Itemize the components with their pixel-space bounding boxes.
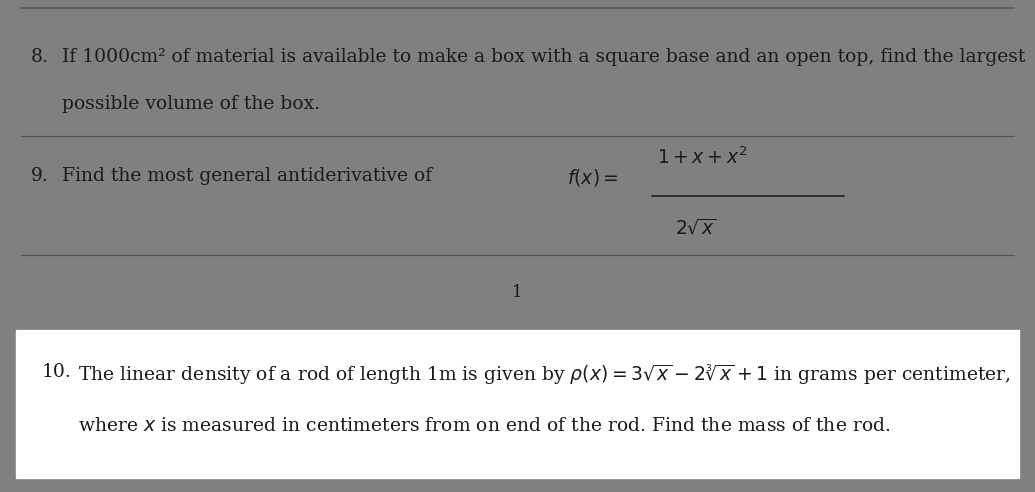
Bar bbox=[16, 331, 1019, 478]
Text: 9.: 9. bbox=[31, 167, 49, 185]
Text: $f(x) =$: $f(x) =$ bbox=[567, 167, 619, 188]
Text: If 1000cm² of material is available to make a box with a square base and an open: If 1000cm² of material is available to m… bbox=[62, 48, 1026, 66]
Text: Find the most general antiderivative of: Find the most general antiderivative of bbox=[62, 167, 438, 185]
Text: 1: 1 bbox=[512, 284, 523, 301]
Text: where $x$ is measured in centimeters from on end of the rod. Find the mass of th: where $x$ is measured in centimeters fro… bbox=[78, 417, 890, 434]
Text: 10.: 10. bbox=[41, 363, 71, 381]
Text: $2\sqrt{x}$: $2\sqrt{x}$ bbox=[675, 217, 716, 238]
Text: The linear density of a rod of length 1m is given by $\rho(x) = 3\sqrt{x} - 2\sq: The linear density of a rod of length 1m… bbox=[78, 363, 1010, 387]
Text: 8.: 8. bbox=[31, 48, 49, 66]
Text: possible volume of the box.: possible volume of the box. bbox=[62, 95, 320, 113]
Text: $1 + x + x^2$: $1 + x + x^2$ bbox=[657, 147, 747, 168]
